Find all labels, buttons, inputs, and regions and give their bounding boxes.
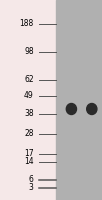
Text: 188: 188 [19,20,34,28]
Text: 98: 98 [24,47,34,56]
Text: 38: 38 [24,110,34,118]
Text: 3: 3 [29,184,34,192]
Text: 62: 62 [24,75,34,84]
Ellipse shape [87,104,97,114]
Text: 17: 17 [24,150,34,158]
Text: 49: 49 [24,92,34,100]
Bar [56,0,102,200]
Text: 28: 28 [24,130,34,138]
Text: 14: 14 [24,158,34,166]
Text: 6: 6 [29,176,34,184]
Bar [0,0,56,200]
Ellipse shape [66,104,76,114]
